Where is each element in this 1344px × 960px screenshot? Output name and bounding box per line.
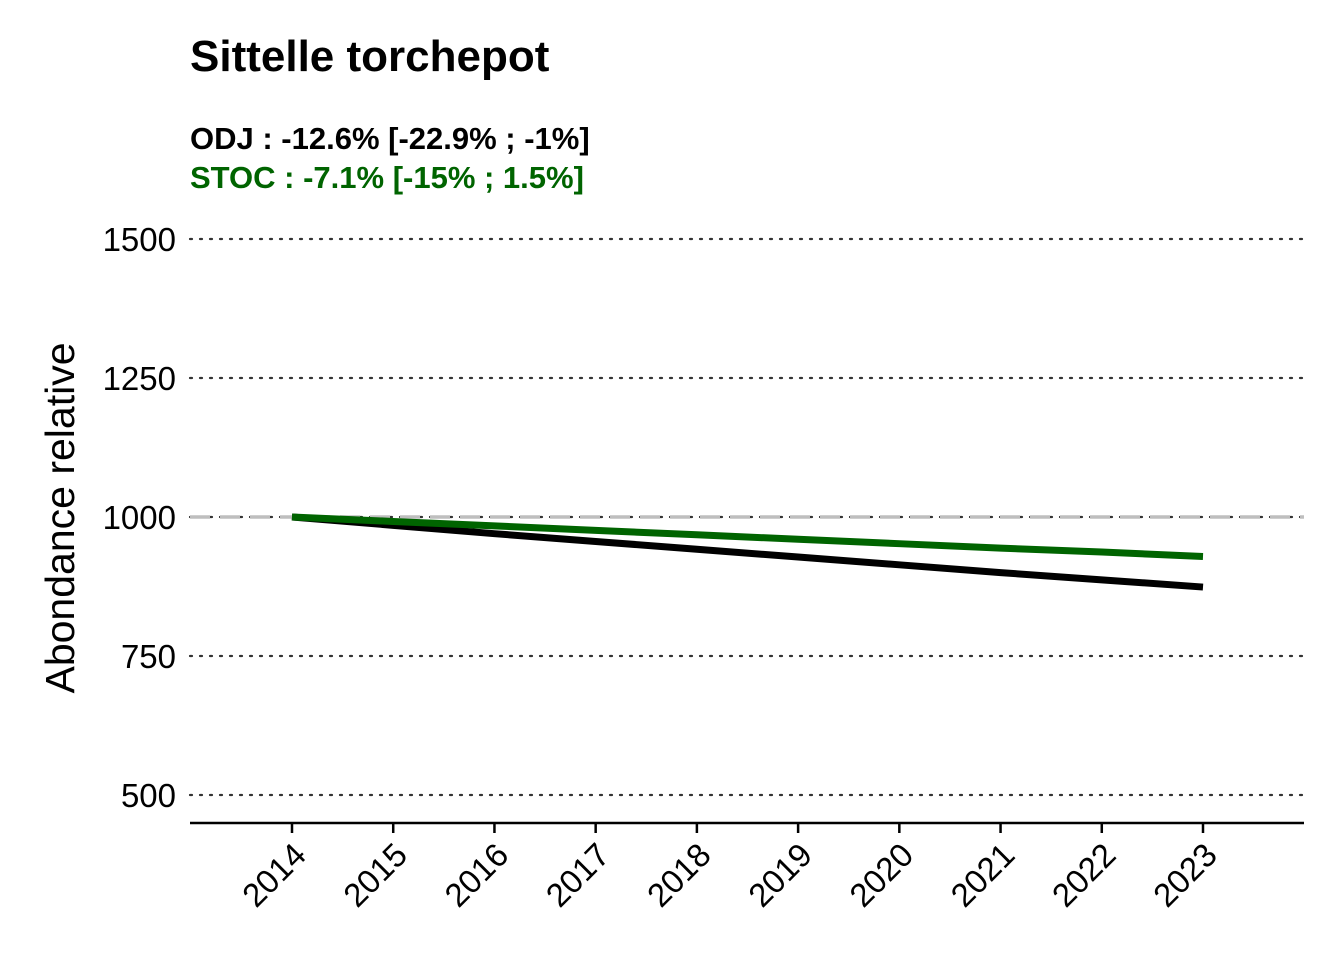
x-tick-label: 2023 (1146, 836, 1224, 914)
x-tick-label: 2015 (336, 836, 414, 914)
x-tick-label: 2022 (1045, 836, 1123, 914)
x-tick-label: 2021 (943, 836, 1021, 914)
y-tick-label: 750 (121, 638, 176, 675)
x-tick-label: 2017 (539, 836, 617, 914)
y-tick-label: 500 (121, 777, 176, 814)
series-stoc-line (291, 513, 1204, 560)
y-tick-label: 1500 (103, 221, 176, 258)
subtitle-stoc: STOC : -7.1% [-15% ; 1.5%] (190, 160, 584, 195)
series-lines (291, 513, 1204, 591)
x-tick-label: 2019 (741, 836, 819, 914)
y-tick-label: 1000 (103, 499, 176, 536)
x-tick-label: 2020 (842, 836, 920, 914)
chart-title: Sittelle torchepot (190, 32, 550, 81)
y-axis-label: Abondance relative (37, 342, 83, 693)
x-tick-label: 2016 (437, 836, 515, 914)
series-odj-line (291, 513, 1204, 591)
y-tick-label: 1250 (103, 360, 176, 397)
axes: 500 750 1000 1250 1500 2014 2015 2016 2017 2018 20… (103, 221, 1304, 914)
x-tick-label: 2018 (640, 836, 718, 914)
x-tick-label: 2014 (235, 836, 313, 914)
subtitle-odj: ODJ : -12.6% [-22.9% ; -1%] (190, 121, 590, 156)
